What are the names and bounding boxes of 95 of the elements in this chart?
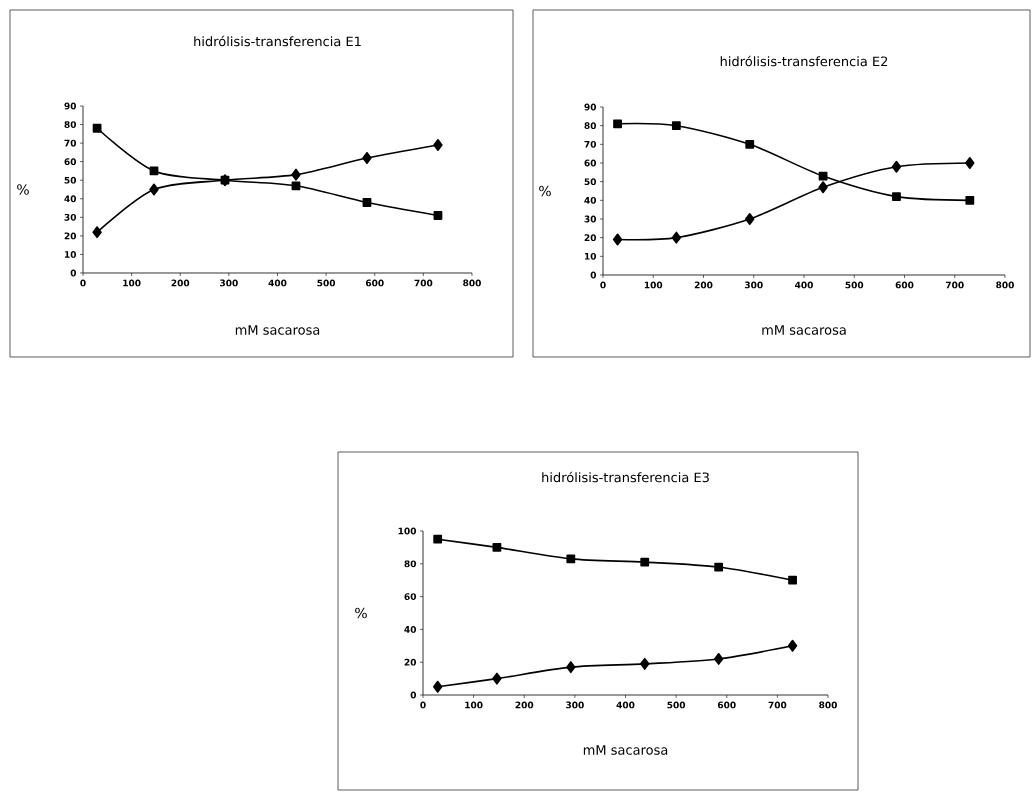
point <box>640 557 650 567</box>
x-tick-label: 600 <box>365 279 384 287</box>
x-tick-label: 500 <box>845 281 864 289</box>
x-tick-label: 400 <box>795 281 813 289</box>
point <box>891 160 902 173</box>
point <box>787 639 798 652</box>
x-tick-label: 700 <box>414 279 433 287</box>
point <box>433 534 443 544</box>
point <box>492 543 502 552</box>
x-tick-label: 800 <box>463 279 481 287</box>
y-tick-label: 0 <box>70 269 77 277</box>
y-tick-label: 60 <box>404 593 417 600</box>
point <box>714 562 724 572</box>
x-tick-label: 0 <box>420 701 426 709</box>
x-tick-label: 400 <box>268 279 287 287</box>
y-axis-title: % <box>17 184 29 195</box>
point <box>671 121 681 131</box>
x-tick-label: 700 <box>768 701 787 709</box>
y-tick-label: 40 <box>584 196 597 204</box>
y-tick-label: 50 <box>64 176 77 184</box>
x-tick-label: 300 <box>744 281 763 289</box>
y-tick-label: 90 <box>584 103 597 111</box>
y-tick-label: 70 <box>584 140 597 148</box>
point <box>745 139 755 149</box>
y-tick-label: 20 <box>64 232 77 240</box>
point <box>713 652 724 665</box>
x-tick-label: 0 <box>80 279 86 287</box>
point <box>745 213 755 225</box>
chart-title: hidrólisis-transferencia E1 <box>194 35 361 47</box>
point <box>492 672 502 685</box>
x-tick-label: 500 <box>667 701 686 709</box>
y-tick-label: 70 <box>64 139 77 147</box>
y-tick-label: 50 <box>584 178 597 186</box>
y-tick-label: 40 <box>404 625 417 633</box>
x-axis-title: mM sacarosa <box>235 325 320 335</box>
point <box>892 192 901 201</box>
y-tick-label: 80 <box>404 560 417 568</box>
point <box>671 231 682 244</box>
y-axis-title: % <box>355 607 367 619</box>
y-tick-label: 30 <box>584 215 597 223</box>
point <box>965 195 975 205</box>
point <box>613 119 622 129</box>
y-tick-label: 0 <box>590 271 597 279</box>
point <box>433 211 443 220</box>
chart-title: hidrólisis-transferencia E2 <box>720 55 888 67</box>
x-tick-label: 100 <box>465 701 483 709</box>
point <box>291 181 301 191</box>
y-tick-label: 10 <box>584 252 597 260</box>
point <box>92 226 102 239</box>
point <box>362 151 372 164</box>
y-tick-label: 40 <box>64 195 77 203</box>
point <box>92 123 102 133</box>
point <box>640 657 650 670</box>
point <box>432 680 443 693</box>
point <box>291 168 301 181</box>
x-tick-label: 300 <box>220 279 238 287</box>
point <box>149 183 159 196</box>
y-tick-label: 0 <box>410 691 417 699</box>
point <box>362 198 372 207</box>
x-tick-label: 200 <box>694 281 713 289</box>
x-tick-label: 100 <box>123 279 141 287</box>
x-tick-label: 600 <box>717 701 736 709</box>
x-tick-label: 400 <box>616 701 635 709</box>
x-tick-label: 0 <box>600 281 606 289</box>
x-axis-title: mM sacarosa <box>762 325 846 335</box>
x-tick-label: 800 <box>819 701 837 709</box>
point <box>566 661 576 674</box>
x-tick-label: 700 <box>945 281 964 289</box>
point <box>566 554 576 564</box>
point <box>433 138 443 151</box>
x-tick-label: 800 <box>996 281 1014 289</box>
y-tick-label: 20 <box>404 658 417 666</box>
point <box>220 175 230 185</box>
point <box>965 157 975 169</box>
y-tick-label: 80 <box>64 121 77 128</box>
y-tick-label: 60 <box>64 158 77 166</box>
point <box>612 233 623 246</box>
x-tick-label: 300 <box>566 701 584 709</box>
x-tick-label: 200 <box>171 279 190 287</box>
point <box>788 575 797 585</box>
x-tick-label: 200 <box>515 701 534 709</box>
y-tick-label: 90 <box>64 102 77 110</box>
chart-title: hidrólisis-transferencia E3 <box>542 471 709 483</box>
x-axis-title: mM sacarosa <box>583 745 668 755</box>
point <box>818 181 828 194</box>
y-tick-label: 30 <box>64 213 77 221</box>
x-tick-label: 600 <box>895 281 914 289</box>
x-tick-label: 500 <box>317 279 336 287</box>
y-axis-title: % <box>539 185 551 197</box>
y-tick-label: 60 <box>584 159 597 167</box>
y-tick-label: 20 <box>584 234 597 242</box>
y-tick-label: 80 <box>584 122 597 130</box>
x-tick-label: 100 <box>644 281 663 289</box>
y-tick-label: 100 <box>398 527 417 535</box>
y-tick-label: 10 <box>64 251 77 258</box>
